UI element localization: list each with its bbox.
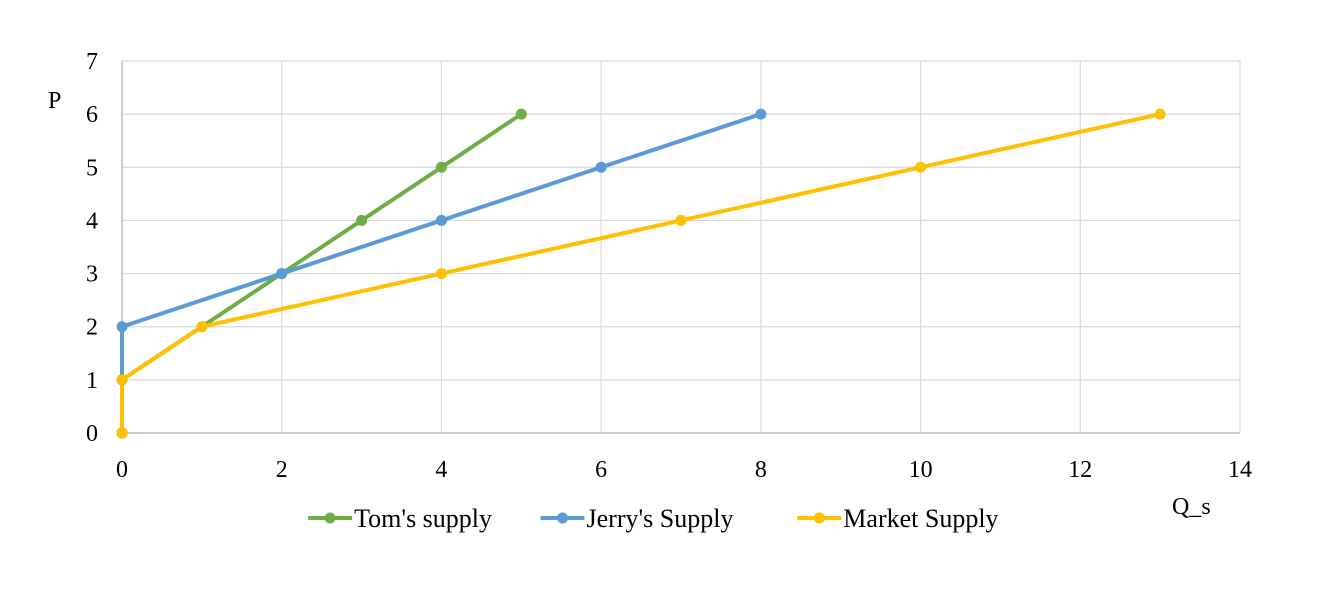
legend-label: Jerry's Supply xyxy=(587,504,734,533)
data-point xyxy=(116,321,128,333)
data-point xyxy=(675,214,687,226)
axes xyxy=(121,61,1240,434)
data-point xyxy=(356,214,368,226)
legend-item: Market Supply xyxy=(797,504,999,533)
legend: Tom's supply Jerry's Supply Market Supply xyxy=(308,504,999,533)
data-point xyxy=(435,161,447,173)
data-point xyxy=(196,321,208,333)
data-point xyxy=(595,161,607,173)
y-tick-label: 5 xyxy=(86,155,98,181)
y-axis-title: P xyxy=(48,88,61,114)
legend-swatch-marker xyxy=(324,512,336,524)
y-tick-label: 3 xyxy=(86,262,98,288)
x-axis-title: Q_s xyxy=(1172,494,1211,520)
grid xyxy=(121,60,1241,434)
legend-label: Tom's supply xyxy=(354,504,492,533)
x-tick-label: 2 xyxy=(276,457,288,483)
legend-swatch-marker xyxy=(557,512,568,524)
legend-item: Jerry's Supply xyxy=(540,504,734,533)
x-tick-label: 4 xyxy=(435,457,447,483)
data-point xyxy=(915,161,927,173)
series-2 xyxy=(116,108,1166,439)
data-point xyxy=(755,108,767,120)
data-point xyxy=(435,214,447,226)
y-tick-label: 0 xyxy=(86,421,98,447)
x-tick-label: 6 xyxy=(595,457,607,483)
y-tick-label: 1 xyxy=(86,368,98,394)
series-lines xyxy=(116,108,1166,439)
x-tick-label: 14 xyxy=(1228,457,1252,483)
x-tick-label: 12 xyxy=(1068,457,1092,483)
x-tick-label: 10 xyxy=(909,457,933,483)
legend-label: Market Supply xyxy=(843,504,998,533)
data-point xyxy=(116,427,128,439)
data-point xyxy=(116,374,128,386)
x-tick-label: 0 xyxy=(116,457,128,483)
data-point xyxy=(1154,108,1166,120)
data-point xyxy=(515,108,527,120)
legend-swatch-marker xyxy=(813,512,825,524)
y-tick-label: 4 xyxy=(86,208,98,234)
y-tick-label: 7 xyxy=(86,49,98,75)
data-point xyxy=(276,268,288,280)
y-tick-label: 6 xyxy=(86,102,98,128)
legend-item: Tom's supply xyxy=(308,504,492,533)
data-point xyxy=(435,268,447,280)
y-tick-label: 2 xyxy=(86,315,98,341)
x-tick-label: 8 xyxy=(755,457,767,483)
